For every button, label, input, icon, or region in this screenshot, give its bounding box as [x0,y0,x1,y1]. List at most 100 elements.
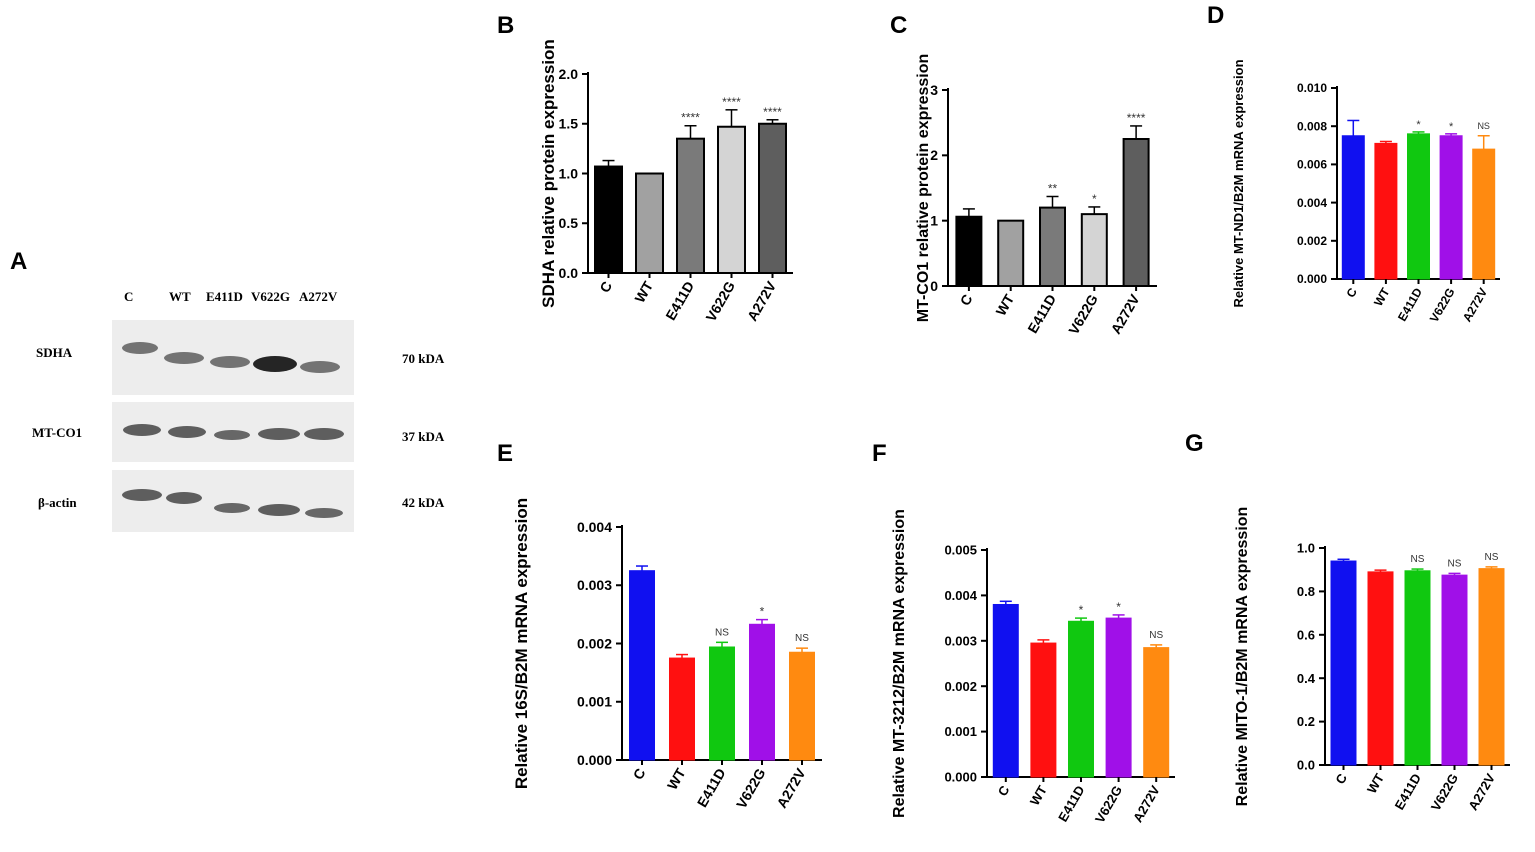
bar-a272v [758,122,787,274]
blot-lane-label: A272V [299,289,338,304]
blot-lane-label: WT [169,289,191,304]
y-tick-label: 0.002 [577,635,612,651]
x-tick-label: C [957,292,976,309]
panel-label-b: B [497,12,515,39]
blot-size-label: 42 kDA [402,495,445,510]
x-tick-label: A272V [744,278,780,324]
x-tick-label: C [630,766,649,783]
x-tick-label: WT [993,291,1018,318]
y-tick-label: 2.0 [559,66,579,82]
blot-lane-label: C [124,289,134,304]
bar-v622g [1439,135,1463,280]
y-axis-label: SDHA relative protein expression [539,39,558,308]
band [258,428,300,440]
y-tick-label: 0.6 [1297,627,1315,642]
significance-label: * [760,605,765,619]
x-tick-label: WT [1364,771,1387,796]
x-tick-label: WT [1371,285,1393,309]
bar-a272v [1143,647,1170,778]
band [305,508,343,518]
bar-v622g [1080,213,1108,287]
chart-g: 0.0 0.2 0.4 0.6 0.8 1.0 Relative MITO-1/B2M mR… [1234,507,1510,814]
x-tick-label: A272V [1130,783,1163,825]
x-tick-label: A272V [1107,291,1143,337]
blot-strip-bactin [112,470,354,532]
significance-label: NS [795,633,809,644]
panel-label-d: D [1207,2,1225,29]
significance-label: **** [722,95,741,109]
x-tick-label: E411D [1055,783,1088,824]
bar-e411d [709,646,735,761]
x-tick-label: A272V [1460,286,1490,325]
x-tick-label: C [596,279,615,296]
x-tick-label: V622G [702,278,738,324]
bar-c [1341,135,1365,280]
x-tick-label: A272V [1465,771,1498,813]
y-axis-label: Relative MT-ND1/B2M mRNA expression [1231,59,1246,307]
bar-v622g [1105,617,1132,778]
blot-protein-label: MT-CO1 [32,425,83,440]
band [123,424,161,436]
y-tick-label: 0.8 [1297,584,1315,599]
y-tick-label: 0 [930,278,938,294]
significance-label: * [1092,192,1097,206]
bar-wt [669,657,695,761]
y-tick-label: 0.004 [577,519,612,535]
y-tick-label: 0.0 [559,265,579,281]
y-tick-label: 1.0 [1297,541,1315,556]
chart-e: 0.000 0.001 0.002 0.003 0.004 Relative 16S/B2… [512,498,822,811]
bar-wt [1030,642,1057,778]
significance-label: ** [1048,181,1058,195]
y-tick-label: 0.2 [1297,714,1315,729]
bar-c [992,603,1019,778]
bar-wt [997,219,1025,288]
x-tick-label: V622G [1427,286,1458,325]
blot-size-label: 37 kDA [402,429,445,444]
blot-size-label: 70 kDA [402,351,445,366]
blot-protein-label: SDHA [36,345,73,360]
bar-e411d [1404,570,1431,766]
blot-bands-mtco1 [123,424,344,440]
bar-v622g [1441,574,1468,766]
bar-a272v [789,651,815,761]
y-tick-label: 0.005 [944,543,977,558]
y-tick-label: 0.006 [1297,158,1327,172]
blot-protein-label: β-actin [38,495,77,510]
x-tick-label: A272V [773,765,809,811]
y-axis-label: MT-CO1 relative protein expression [915,54,932,323]
significance-label: * [1449,121,1454,133]
bar-v622g [749,623,775,761]
bar-a272v [1122,138,1150,287]
bar-wt [635,172,664,274]
band [168,426,206,438]
bar-c [1330,560,1357,766]
significance-label: * [1079,603,1084,617]
panel-label-c: C [890,12,908,39]
x-tick-label: WT [631,278,656,305]
bar-e411d [1068,620,1094,778]
y-tick-label: 0.002 [944,679,977,694]
x-tick-label: WT [1027,783,1050,808]
x-tick-label: E411D [1024,292,1059,336]
y-tick-label: 0.008 [1297,119,1327,133]
band [258,504,300,516]
x-tick-label: E411D [694,766,729,810]
bar-e411d [676,137,705,274]
panel-label-a: A [10,248,28,275]
band [214,503,250,513]
panel-label-g: G [1185,430,1204,457]
band [253,356,297,372]
y-tick-label: 1.0 [559,165,579,181]
band [210,356,250,368]
significance-label: NS [1411,554,1425,565]
y-tick-label: 0.5 [559,215,579,231]
x-tick-label: V622G [1065,291,1101,337]
y-tick-label: 1.5 [559,116,579,132]
y-tick-label: 2 [930,147,938,163]
chart-f: 0.000 0.001 0.002 0.003 0.004 0.005 Relative M… [891,509,1175,826]
y-tick-label: 0.000 [577,752,612,768]
y-tick-label: 0.004 [944,588,977,603]
panel-label-f: F [872,440,887,467]
chart-c: 0 1 2 3MT-CO1 relative protein expression C W… [915,54,1157,337]
